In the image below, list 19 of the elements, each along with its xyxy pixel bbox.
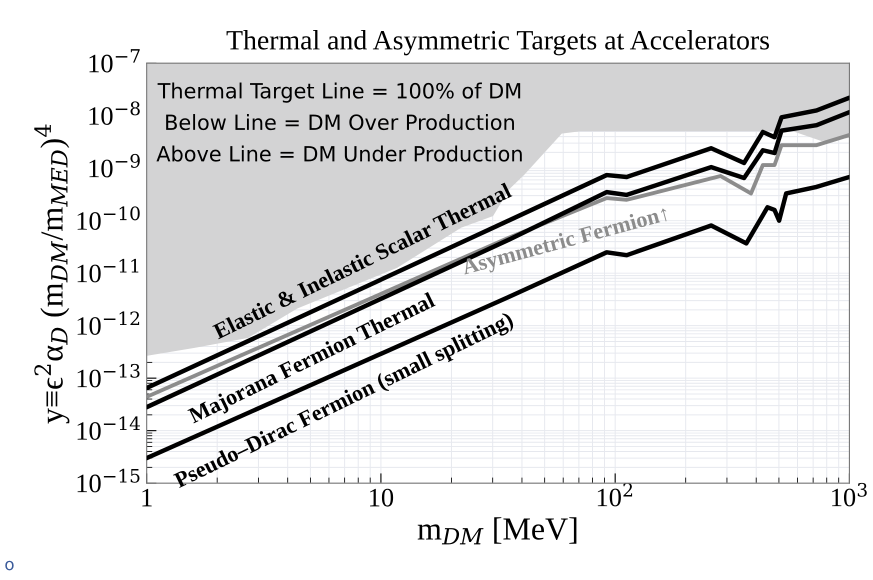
text: o [5, 560, 14, 570]
annotation: Above Line = DM Under Production [156, 146, 522, 162]
y-tick-label: 10$^{−10}$ [78, 206, 140, 230]
y-tick-label: 10$^{−13}$ [78, 364, 140, 388]
x-axis-title: m$_{DM}$ [MeV] [418, 517, 576, 544]
y-tick-label: 10$^{−11}$ [78, 258, 138, 282]
y-tick-label: 10$^{−8}$ [90, 101, 140, 125]
y-tick-label: 10$^{−7}$ [90, 49, 140, 72]
y-tick-label: 10$^{−14}$ [78, 416, 140, 440]
x-tick-label: 10 [370, 488, 394, 507]
text: y≡ϵ$^{2}$α$_{D}$ (m$_{DM}$/m$_{MED}$)$^{4}$ [34, 124, 70, 424]
x-tick-label: 1 [142, 488, 152, 506]
y-tick-label: 10$^{−15}$ [78, 468, 140, 492]
annotation: Thermal Target Line = 100% of DM [158, 82, 520, 103]
annotation: Below Line = DM Over Production [166, 114, 514, 130]
x-tick-label: 10$^{3}$ [832, 482, 867, 506]
y-tick-label: 10$^{−12}$ [78, 311, 140, 335]
chart-title: Thermal and Asymmetric Targets at Accelerators [226, 30, 770, 56]
y-tick-label: 10$^{−9}$ [90, 154, 140, 178]
